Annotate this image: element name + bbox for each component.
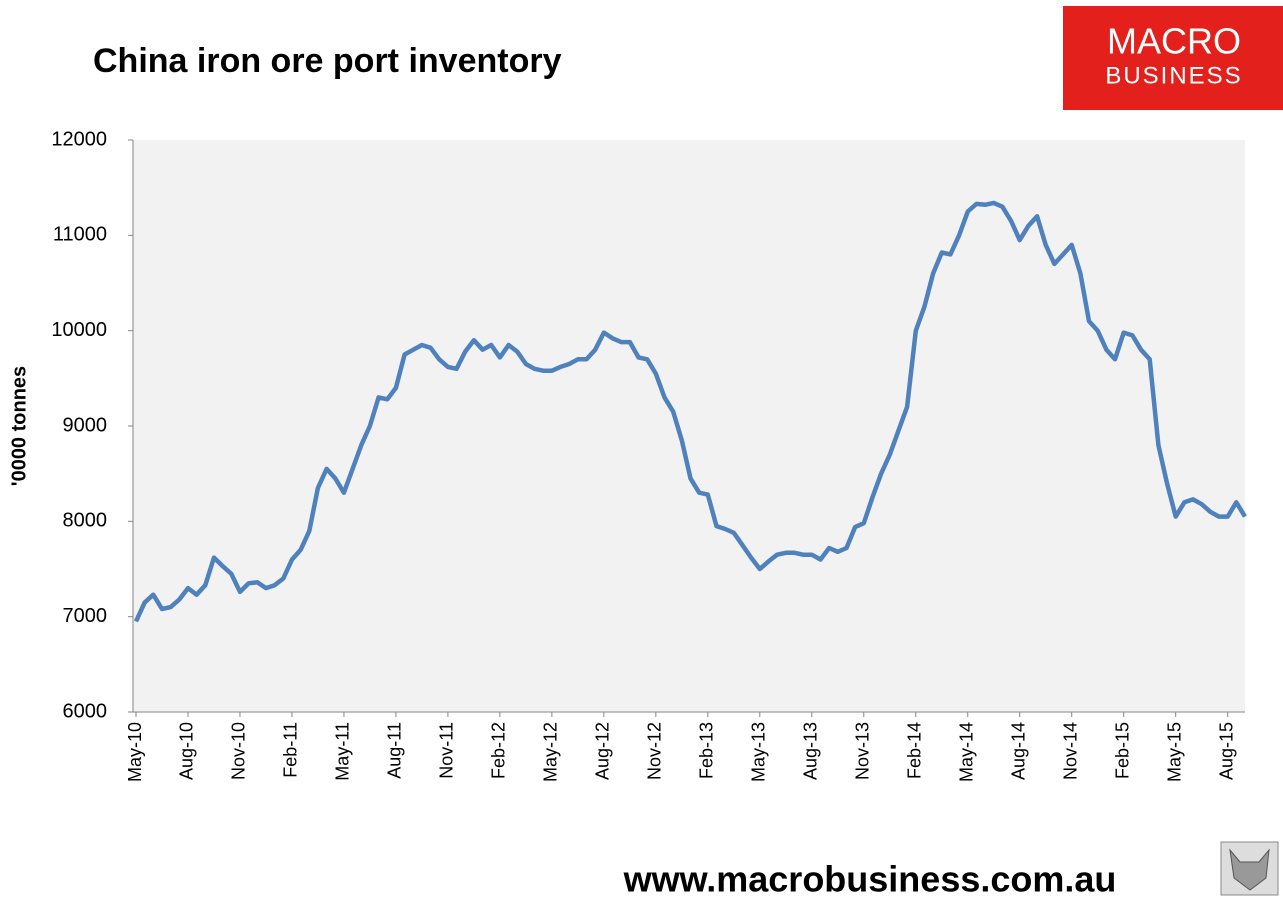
wolf-icon-face [1229, 848, 1270, 891]
x-tick-label: Aug-13 [801, 722, 821, 780]
data-line [133, 200, 1247, 623]
logo-text: MACRO [1107, 21, 1241, 62]
plot-area [133, 140, 1245, 712]
x-tick-label: Aug-12 [593, 722, 613, 780]
x-tick-label: Aug-15 [1216, 722, 1236, 780]
y-tick-label: 11000 [53, 224, 107, 246]
y-tick-label: 6000 [63, 700, 108, 722]
x-tick-label: Nov-14 [1060, 722, 1080, 780]
logo-text: BUSINESS [1105, 62, 1242, 89]
y-tick-label: 7000 [63, 605, 108, 627]
x-tick-label: Feb-15 [1112, 722, 1132, 779]
x-tick-label: Aug-14 [1008, 722, 1028, 780]
logo-box [1063, 6, 1283, 110]
x-tick-label: Aug-11 [385, 722, 405, 779]
y-tick-label: 9000 [63, 414, 108, 436]
x-tick-label: Feb-12 [489, 722, 509, 779]
x-tick-label: Nov-11 [437, 722, 457, 779]
chart-title: China iron ore port inventory [93, 42, 562, 80]
footer: www.macrobusiness.com.au [623, 859, 1117, 900]
x-tick-label: Feb-14 [905, 722, 925, 779]
x-tick-label: Nov-13 [853, 722, 873, 780]
x-tick-label: May-14 [957, 722, 977, 782]
y-tick-label: 8000 [63, 510, 108, 532]
x-tick-label: May-10 [125, 722, 145, 782]
y-tick-label: 10000 [51, 319, 107, 341]
x-tick-label: May-12 [541, 722, 561, 782]
x-tick-label: Feb-13 [697, 722, 717, 779]
x-tick-label: Aug-10 [177, 722, 197, 780]
x-tick-label: May-11 [333, 722, 353, 781]
y-axis-label: '0000 tonnes [8, 366, 30, 486]
x-tick-label: Feb-11 [281, 722, 301, 778]
x-tick-label: May-13 [749, 722, 769, 782]
x-tick-label: May-15 [1164, 722, 1184, 782]
x-tick-label: Nov-12 [645, 722, 665, 780]
y-tick-label: 12000 [51, 128, 107, 150]
x-tick-label: Nov-10 [229, 722, 249, 780]
